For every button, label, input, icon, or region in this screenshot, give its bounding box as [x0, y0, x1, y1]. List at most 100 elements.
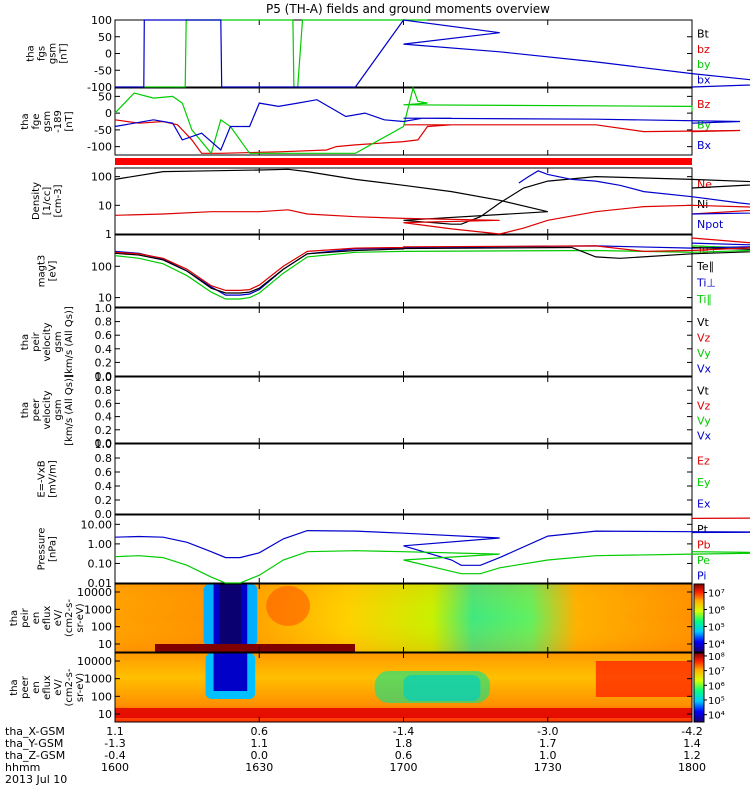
ytick-label: -50: [94, 64, 112, 77]
legend-entry: Ti⊥: [696, 276, 716, 289]
ytick-label: 1.00: [88, 538, 113, 551]
ytick-label: 0: [105, 107, 112, 120]
legend-entry: bx: [697, 73, 711, 86]
panel-frame: [114, 167, 693, 235]
series-line: [114, 204, 750, 235]
ytick-label: 0.4: [95, 411, 113, 424]
y-axis-label: Density: [31, 182, 42, 220]
y-axis-label: tha: [9, 679, 20, 695]
legend-entry: Bx: [697, 139, 712, 152]
ytick-label: -100: [87, 81, 112, 94]
ytick-label: 0.4: [95, 480, 113, 493]
ytick-label: 100: [91, 621, 112, 634]
series-line: [143, 19, 428, 88]
series-line: [114, 168, 750, 225]
legend-entry: Pe: [697, 554, 710, 567]
series-line: [114, 550, 750, 584]
ephemeris-value: 1630: [245, 761, 273, 774]
series-line: [114, 99, 741, 152]
y-axis-label: peir: [31, 331, 42, 351]
panel-pressure: 10.00 1.00 0.10 0.01 Pressure [nPa] Pt Pb Pe Pi: [37, 514, 750, 590]
ytick-label: 0.2: [95, 424, 113, 437]
ytick-label: 0.6: [95, 466, 113, 479]
separator-bar: [115, 158, 692, 165]
ephemeris-value: -4.2: [681, 725, 702, 738]
series-line: [114, 85, 693, 155]
y-axis-label: velocity: [42, 390, 53, 429]
y-axis-label: velocity: [42, 322, 53, 361]
colorbar-label: 10⁵: [708, 623, 725, 634]
legend-entry: Vx: [697, 362, 712, 375]
ephemeris-value: 1800: [678, 761, 706, 774]
y-axis-label: en: [31, 681, 42, 694]
legend-entry: Pt: [697, 523, 709, 536]
colorbar: [693, 583, 705, 653]
ytick-label: 0.4: [95, 343, 113, 356]
ytick-label: 10000: [77, 655, 112, 668]
legend-entry: By: [697, 119, 712, 132]
ytick-label: 1000: [84, 673, 112, 686]
ytick-label: 0.01: [88, 577, 113, 590]
series-line: [114, 237, 750, 291]
y-axis-label: peir: [20, 607, 31, 627]
y-axis-label: eflux: [42, 675, 53, 700]
ephemeris-row-label: tha_X-GSM: [5, 725, 65, 738]
ytick-label: 0.0: [95, 508, 113, 521]
series-line: [114, 246, 750, 294]
series-line: [114, 119, 741, 154]
colorbar-label: 10⁴: [708, 640, 725, 651]
series-line: [114, 245, 750, 300]
legend-entry: Npot: [697, 218, 724, 231]
legend-entry: Te∥: [696, 260, 714, 273]
y-axis-label: gsm: [48, 43, 59, 64]
y-axis-label: [nPa]: [48, 536, 59, 562]
ytick-label: 0.0: [95, 370, 113, 383]
ytick-label: 0.10: [88, 557, 113, 570]
series-line: [115, 19, 750, 88]
ephemeris-value: -0.4: [104, 749, 125, 762]
ytick-label: 1.0: [95, 438, 113, 451]
panel-frame: [114, 376, 693, 444]
legend-entry: by: [697, 58, 711, 71]
ytick-label: 0.6: [95, 329, 113, 342]
ephemeris-value: 1.8: [395, 737, 413, 750]
ytick-label: 0.2: [95, 356, 113, 369]
ytick-label: -50: [94, 124, 112, 137]
y-axis-label: tha: [20, 402, 31, 418]
ephemeris-value: 1.7: [539, 737, 557, 750]
ephemeris-row-label: tha_Y-GSM: [5, 737, 63, 750]
y-axis-label: [mV/m]: [48, 460, 59, 498]
ytick-label: 1000: [84, 603, 112, 616]
ephemeris-value: 0.6: [395, 749, 413, 762]
ytick-label: 0.8: [95, 452, 113, 465]
legend-entry: Pb: [697, 538, 711, 551]
ytick-label: 10: [98, 292, 112, 305]
legend-entry: Bt: [697, 28, 710, 41]
y-axis-label: eV/: [53, 679, 64, 696]
heatmap-cyan-region: [403, 675, 481, 701]
y-axis-label: magt3: [37, 255, 48, 288]
panel-frame: [114, 443, 693, 515]
ytick-label: 0.8: [95, 316, 113, 329]
ytick-label: 0.6: [95, 397, 113, 410]
ephemeris-value: 1.0: [539, 749, 557, 762]
y-axis-label: gsm: [53, 399, 64, 420]
y-axis-label: gsm: [53, 331, 64, 352]
ytick-label: 0.2: [95, 494, 113, 507]
y-axis-label: en: [31, 612, 42, 625]
heatmap-hot-region: [595, 661, 692, 697]
colorbar-label: 10⁶: [708, 681, 725, 692]
panel-peer_eflux: 10000 1000 100 10 tha peer en eflux eV/(cm2-s-sr…: [9, 652, 725, 723]
ephemeris-row-label: tha_Z-GSM: [5, 749, 65, 762]
y-axis-label: [km/s (All Qs)]: [64, 306, 75, 378]
y-axis-label: sr-eV): [75, 673, 86, 702]
heatmap-cold-center: [219, 584, 242, 646]
ephemeris-value: -1.4: [393, 725, 414, 738]
panel-fgs: 100 50 0 -50 -100 tha fgs gsm [nT] Bt bz by bx: [26, 14, 750, 94]
ytick-label: 100: [91, 690, 112, 703]
